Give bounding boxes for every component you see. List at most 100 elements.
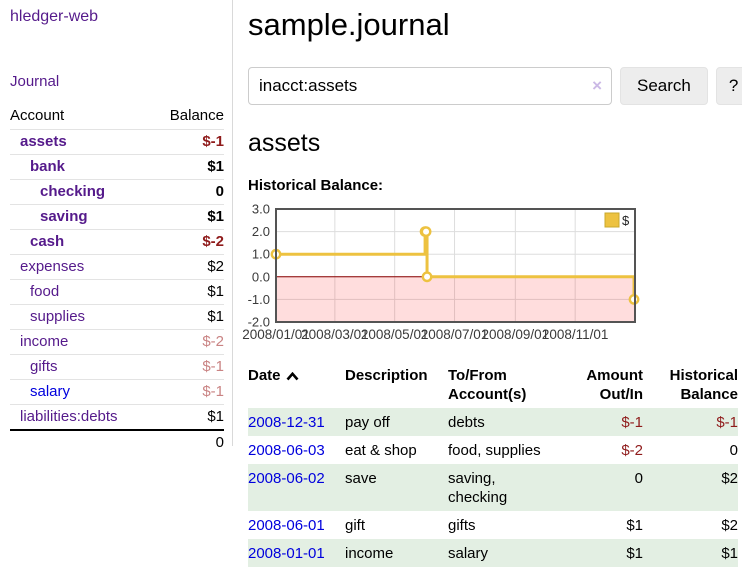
account-balance: $1 — [152, 279, 224, 305]
register-date-link[interactable]: 2008-06-01 — [248, 517, 325, 535]
account-link-supplies[interactable]: supplies — [30, 308, 86, 325]
account-link-assets[interactable]: assets — [20, 133, 67, 150]
account-row: liabilities:debts $1 — [10, 404, 224, 430]
account-heading: assets — [248, 129, 321, 158]
sort-asc-icon — [286, 372, 298, 381]
search-input[interactable] — [248, 67, 612, 106]
negative-region — [276, 276, 635, 323]
account-link-gifts[interactable]: gifts — [30, 358, 58, 375]
account-balance: $1 — [152, 154, 224, 180]
account-balance: $-1 — [152, 129, 224, 155]
account-link-food[interactable]: food — [30, 283, 60, 300]
clear-search-icon[interactable]: × — [592, 76, 602, 96]
register-header-date[interactable]: Date — [248, 364, 345, 408]
data-point-marker — [420, 226, 432, 238]
register-header-date-label: Date — [248, 367, 281, 385]
register-date-link[interactable]: 2008-01-01 — [248, 545, 325, 563]
register-description-cell: gift — [345, 517, 366, 535]
account-link-liabilities-debts[interactable]: liabilities:debts — [20, 408, 118, 425]
plot-border — [275, 208, 636, 324]
register-header-description: Description — [345, 367, 428, 385]
account-row: income $-2 — [10, 329, 224, 355]
main-content: sample.journal × Search ? assets Histori… — [233, 0, 742, 568]
x-axis-tick-label: 2008/01/01 — [242, 327, 310, 342]
help-button[interactable]: ? — [715, 67, 742, 106]
x-axis-tick-label: 2008/09/01 — [482, 327, 550, 342]
search-box: × — [248, 67, 612, 106]
register-accounts-cell: debts — [448, 414, 485, 432]
account-balance: $1 — [152, 304, 224, 330]
account-row: food $1 — [10, 279, 224, 305]
register-date-link[interactable]: 2008-12-31 — [248, 414, 325, 432]
y-axis-tick-label: -2.0 — [248, 315, 270, 330]
legend-swatch — [604, 212, 620, 228]
register-balance-cell: 0 — [729, 442, 738, 460]
page-title: sample.journal — [248, 7, 450, 42]
account-row: salary $-1 — [10, 379, 224, 405]
account-link-income[interactable]: income — [20, 333, 69, 350]
account-row: cash $-2 — [10, 229, 224, 255]
y-axis-tick-label: 2.0 — [252, 224, 270, 239]
account-row: gifts $-1 — [10, 354, 224, 380]
register-accounts-cell: saving, checking — [448, 470, 508, 507]
register-description-cell: income — [345, 545, 394, 563]
register-description-cell: pay off — [345, 414, 390, 432]
register-amount-cell: $1 — [626, 517, 643, 535]
balance-chart-svg: 3.0 2.0 1.0 0.0 -1.0 -2.02008/01/012008/03/01… — [242, 202, 640, 342]
accounts-header-row: Account Balance — [10, 105, 224, 130]
register-amount-cell: $1 — [626, 545, 643, 563]
register-header-amount: Amount Out/In — [586, 367, 643, 404]
register-row: 2008-06-03 eat & shop food, supplies $-2… — [248, 436, 738, 464]
register-balance-cell: $2 — [721, 517, 738, 535]
search-button[interactable]: Search — [620, 67, 708, 106]
y-axis-tick-label: -1.0 — [248, 292, 270, 307]
register-description-cell: save — [345, 470, 377, 488]
account-row: assets $-1 — [10, 129, 224, 155]
register-date-link[interactable]: 2008-06-02 — [248, 470, 325, 488]
sidebar: hledger-web Journal Account Balance asse… — [0, 0, 233, 455]
register-accounts-cell: salary — [448, 545, 489, 563]
account-balance: $2 — [152, 254, 224, 280]
account-link-checking[interactable]: checking — [40, 183, 106, 200]
account-balance: $-1 — [152, 354, 224, 380]
account-link-expenses[interactable]: expenses — [20, 258, 85, 275]
register-accounts-cell: food, supplies — [448, 442, 541, 460]
search-form: × Search ? — [248, 67, 742, 106]
register-balance-cell: $2 — [721, 470, 738, 488]
accounts-total-row: 0 — [10, 429, 224, 455]
account-row: supplies $1 — [10, 304, 224, 330]
register-header-balance: Historical Balance — [669, 367, 738, 404]
register-row: 2008-06-01 gift gifts $1 $2 — [248, 511, 738, 539]
x-axis-tick-label: 2008/05/01 — [361, 327, 429, 342]
register-row: 2008-06-02 save saving, checking 0 $2 — [248, 464, 738, 512]
account-row: bank $1 — [10, 154, 224, 180]
register-header-row: Date Description To/From Account(s) Amou… — [248, 364, 738, 408]
legend-label: $ — [622, 213, 630, 228]
register-amount-cell: $-2 — [621, 442, 643, 460]
register-amount-cell: $-1 — [621, 414, 643, 432]
account-balance: $-1 — [152, 379, 224, 405]
account-balance: $-2 — [152, 229, 224, 255]
account-link-cash[interactable]: cash — [30, 233, 65, 250]
register-balance-cell: $1 — [721, 545, 738, 563]
register-date-link[interactable]: 2008-06-03 — [248, 442, 325, 460]
x-axis-tick-label: 2008/07/01 — [421, 327, 489, 342]
sidebar-item-journal[interactable]: Journal — [10, 73, 60, 90]
register-header-accounts: To/From Account(s) — [448, 367, 527, 404]
chart-title: Historical Balance: — [248, 177, 384, 195]
account-row: expenses $2 — [10, 254, 224, 280]
brand-link[interactable]: hledger-web — [10, 8, 99, 25]
page: hledger-web Journal Account Balance asse… — [0, 0, 742, 568]
x-axis-tick-label: 2008/11/01 — [542, 327, 609, 342]
account-link-saving[interactable]: saving — [40, 208, 88, 225]
account-balance: 0 — [152, 179, 224, 205]
account-link-bank[interactable]: bank — [30, 158, 66, 175]
register-balance-cell: $-1 — [716, 414, 738, 432]
y-axis-tick-label: 1.0 — [252, 247, 270, 262]
accounts-table: Account Balance assets $-1 bank $1 check… — [10, 105, 224, 455]
account-balance: $1 — [152, 204, 224, 230]
accounts-total-value: 0 — [152, 429, 224, 455]
account-link-salary[interactable]: salary — [30, 383, 71, 400]
register-accounts-cell: gifts — [448, 517, 476, 535]
register-table: Date Description To/From Account(s) Amou… — [248, 364, 738, 568]
